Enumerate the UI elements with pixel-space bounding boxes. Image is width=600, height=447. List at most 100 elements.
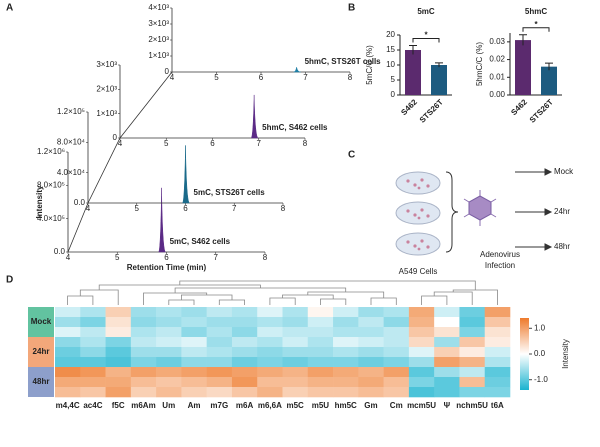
row-group-label: 48hr <box>33 377 50 386</box>
heatmap-cell <box>358 337 384 348</box>
heatmap-cell <box>484 307 511 318</box>
x-tick-label: Ψ <box>444 401 451 410</box>
heatmap-cell <box>459 357 486 368</box>
heatmap-cell <box>181 327 207 338</box>
heatmap-cell <box>434 367 460 378</box>
heatmap-cell <box>156 357 182 368</box>
heatmap-cell <box>434 377 460 388</box>
heatmap-cell <box>282 327 309 338</box>
heatmap-cell <box>358 357 384 368</box>
dish <box>395 171 441 195</box>
heatmap-cell <box>181 317 207 328</box>
heatmap-cell <box>333 317 359 328</box>
y-tick-label: 10 <box>386 60 395 69</box>
colorbar-tick-label: 1.0 <box>534 323 546 332</box>
error-bar <box>435 62 443 68</box>
row-group <box>28 307 54 337</box>
heatmap-cell <box>257 377 283 388</box>
x-tick-label: nchm5U <box>456 401 488 410</box>
y-tick-label: 3×10³ <box>148 19 169 28</box>
heatmap-cell <box>484 367 511 378</box>
peak <box>293 67 301 73</box>
heatmap-cell <box>130 367 157 378</box>
heatmap-cell <box>181 357 207 368</box>
x-tick-label: 5 <box>164 139 169 148</box>
heatmap-cell <box>383 387 410 398</box>
heatmap-cell <box>383 367 410 378</box>
y-tick-label: 0.02 <box>489 55 505 64</box>
heatmap-cell <box>130 377 157 388</box>
heatmap-cell <box>80 377 106 388</box>
y-tick-label: 1×10³ <box>96 109 117 118</box>
heatmap-cell <box>257 387 283 398</box>
heatmap-cell <box>434 317 460 328</box>
heatmap-cell <box>484 327 511 338</box>
heatmap-cell <box>257 357 283 368</box>
y-axis-title: Intensity <box>35 185 44 218</box>
virus-spikes <box>463 190 497 226</box>
heatmap-cell <box>282 377 309 388</box>
heatmap-cell <box>156 367 182 378</box>
heatmap-cell <box>333 377 359 388</box>
virus-label: Infection <box>485 261 515 270</box>
heatmap-cell <box>459 337 486 348</box>
heatmap-cell <box>80 347 106 358</box>
panel-label: C <box>348 150 355 161</box>
heatmap-cell <box>307 347 334 358</box>
x-tick-label: hm5C <box>335 401 357 410</box>
heatmap-cell <box>282 317 309 328</box>
heatmap-cell <box>231 307 258 318</box>
heatmap-cell <box>206 347 233 358</box>
heatmap-cell <box>434 357 460 368</box>
heatmap-cell <box>55 327 81 338</box>
heatmap-cell <box>333 387 359 398</box>
x-tick-label: STS26T <box>418 97 445 124</box>
heatmap-cell <box>156 347 182 358</box>
x-tick-label: 6 <box>210 139 215 148</box>
heatmap-cell <box>408 307 435 318</box>
heatmap-cell <box>484 357 511 368</box>
heatmap-cell <box>358 317 384 328</box>
heatmap-cell <box>231 337 258 348</box>
heatmap-cell <box>459 317 486 328</box>
heatmap-cell <box>408 327 435 338</box>
heatmap-cell <box>231 387 258 398</box>
y-tick-label: 1.2×10⁶ <box>37 147 65 156</box>
y-tick-label: 2×10³ <box>96 84 117 93</box>
error-bar <box>519 34 527 46</box>
heatmap-cell <box>105 337 132 348</box>
y-tick-label: 1×10³ <box>148 51 169 60</box>
heatmap-cell <box>231 377 258 388</box>
heatmap-cell <box>181 347 207 358</box>
heatmap-cell <box>358 307 384 318</box>
heatmap-cell <box>206 377 233 388</box>
x-tick-label: ac4C <box>83 401 102 410</box>
outcome-label: 24hr <box>554 207 570 216</box>
heatmap-cell <box>181 377 207 388</box>
x-tick-label: 8 <box>303 139 308 148</box>
heatmap-cell <box>408 317 435 328</box>
x-tick-label: Um <box>162 401 175 410</box>
x-tick-label: 4 <box>118 139 123 148</box>
heatmap-cell <box>206 307 233 318</box>
heatmap-cell <box>206 317 233 328</box>
y-tick-label: 2×10³ <box>148 35 169 44</box>
heatmap-cell <box>307 327 334 338</box>
heatmap-cell <box>358 327 384 338</box>
x-tick-label: m6Am <box>131 401 155 410</box>
chart-title: 5mC <box>417 7 435 16</box>
x-tick-label: 8 <box>263 253 268 262</box>
y-tick-label: 0 <box>165 67 170 76</box>
peak <box>158 187 166 253</box>
heatmap-cell <box>181 337 207 348</box>
x-tick-label: Cm <box>390 401 403 410</box>
heatmap-cell <box>408 387 435 398</box>
heatmap-cell <box>358 377 384 388</box>
x-tick-label: m6,6A <box>258 401 282 410</box>
x-tick-label: m5C <box>286 401 304 410</box>
heatmap-cell <box>484 347 511 358</box>
y-tick-label: 0 <box>391 90 396 99</box>
heatmap-cell <box>206 367 233 378</box>
heatmap-cell <box>307 307 334 318</box>
heatmap-cell <box>130 387 157 398</box>
